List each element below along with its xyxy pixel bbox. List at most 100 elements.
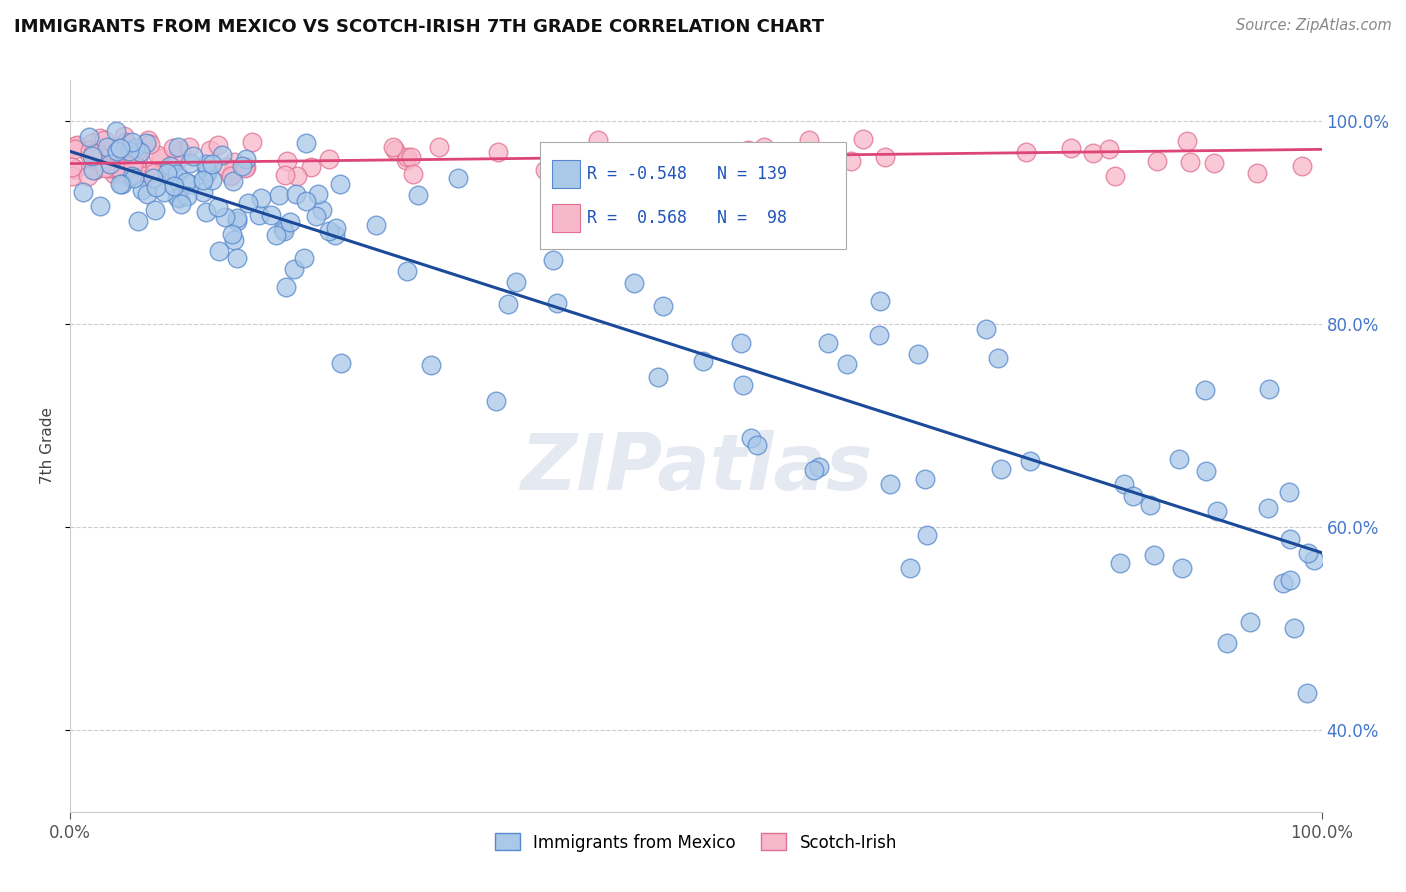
Point <box>121 135 143 149</box>
Point <box>264 228 287 243</box>
Point <box>1104 169 1126 183</box>
Point <box>112 166 135 180</box>
Point <box>238 196 260 211</box>
Point <box>1146 153 1168 168</box>
Point <box>395 151 418 165</box>
Point <box>329 178 352 192</box>
FancyBboxPatch shape <box>540 143 846 249</box>
Point <box>115 135 138 149</box>
Point <box>987 351 1010 365</box>
Point <box>65 143 87 157</box>
Point <box>226 211 249 226</box>
Point <box>274 168 297 182</box>
Point <box>235 152 257 166</box>
Point <box>692 353 714 368</box>
Point <box>900 561 922 575</box>
Point <box>907 347 929 361</box>
Point <box>146 148 169 162</box>
Point <box>274 280 297 294</box>
Point <box>93 133 115 147</box>
Point <box>222 174 245 188</box>
Point <box>366 219 388 233</box>
Point <box>789 164 811 178</box>
Point <box>485 394 508 409</box>
Point <box>143 202 166 217</box>
Point <box>104 162 127 177</box>
Point <box>77 130 100 145</box>
Point <box>1278 484 1301 499</box>
Point <box>233 161 256 175</box>
Point <box>132 169 155 183</box>
Point <box>179 155 201 169</box>
Point <box>817 336 839 351</box>
Point <box>323 227 346 242</box>
Point <box>77 169 100 184</box>
Point <box>1171 561 1194 575</box>
Point <box>1139 498 1161 512</box>
Point <box>749 168 772 182</box>
Point <box>142 166 165 180</box>
Point <box>1019 454 1042 468</box>
Point <box>1257 501 1279 516</box>
Point <box>104 161 127 176</box>
Point <box>1195 464 1218 478</box>
Point <box>194 204 217 219</box>
Point <box>215 160 238 174</box>
Point <box>60 160 83 174</box>
Point <box>247 208 270 222</box>
Point <box>214 210 236 224</box>
Point <box>167 139 190 153</box>
Point <box>163 178 186 193</box>
Point <box>1143 548 1166 562</box>
Point <box>77 146 100 161</box>
Point <box>427 140 450 154</box>
Point <box>990 462 1012 476</box>
Point <box>1175 134 1198 148</box>
Point <box>127 214 149 228</box>
Point <box>1178 155 1201 169</box>
Point <box>153 161 176 176</box>
Point <box>194 157 217 171</box>
Point <box>240 135 263 149</box>
Point <box>80 136 103 150</box>
Point <box>276 153 298 168</box>
Point <box>221 227 243 241</box>
Point <box>1296 546 1319 560</box>
Point <box>127 143 149 157</box>
Point <box>111 177 134 191</box>
Point <box>382 140 405 154</box>
Point <box>546 295 568 310</box>
Point <box>125 159 148 173</box>
Point <box>195 164 218 178</box>
Text: R = -0.548   N = 139: R = -0.548 N = 139 <box>588 165 787 183</box>
Point <box>159 159 181 173</box>
Text: R =  0.568   N =  98: R = 0.568 N = 98 <box>588 209 787 227</box>
Point <box>110 178 132 192</box>
Point <box>605 163 627 178</box>
Point <box>505 275 527 289</box>
Point <box>162 167 184 181</box>
Point <box>329 356 352 370</box>
Point <box>271 221 294 235</box>
Point <box>98 161 121 175</box>
Point <box>153 185 176 199</box>
Point <box>868 328 890 343</box>
Point <box>1216 636 1239 650</box>
Point <box>647 369 669 384</box>
Point <box>122 171 145 186</box>
Point <box>201 157 224 171</box>
Point <box>914 472 936 486</box>
Point <box>86 149 108 163</box>
Point <box>1278 573 1301 587</box>
Point <box>195 166 218 180</box>
Point <box>586 133 609 147</box>
FancyBboxPatch shape <box>553 160 579 188</box>
Point <box>740 431 762 445</box>
Point <box>1257 382 1279 396</box>
Point <box>208 244 231 258</box>
Point <box>752 140 775 154</box>
Point <box>1246 166 1268 180</box>
Point <box>406 188 429 202</box>
Point <box>1278 532 1301 546</box>
Point <box>284 187 307 202</box>
